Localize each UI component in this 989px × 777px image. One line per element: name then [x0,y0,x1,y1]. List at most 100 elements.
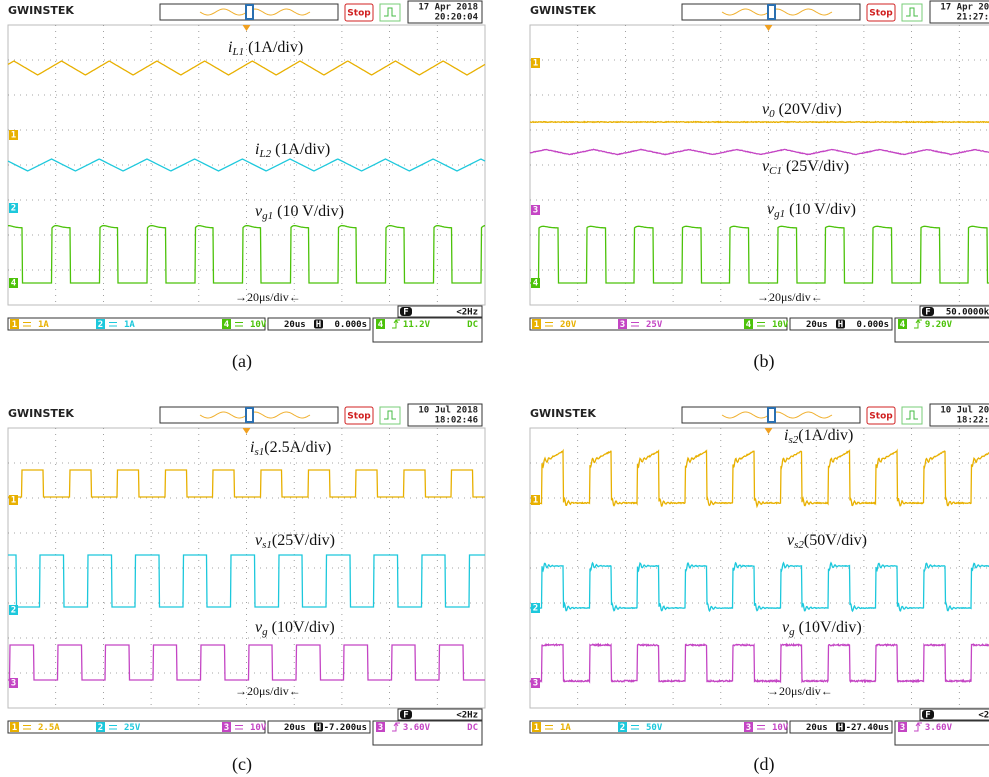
trigger-icon [380,4,400,21]
stop-status: Stop [347,412,371,422]
time: 21:27:03 [957,13,989,23]
channel-marker: 3 [11,679,16,689]
horizontal-icon: H [838,320,843,330]
channel-number: 1 [12,723,17,733]
channel-scale: 10V [772,723,789,733]
memory-window [768,408,775,422]
channel-scale: 20V [560,320,577,330]
scope-panel: GWINSTEKStop10 Jul 201818:02:46123is1(2.… [8,404,485,775]
label-subscript: s2 [788,434,798,446]
channel-scale: 10V [772,320,789,330]
date: 17 Apr 2018 [940,3,989,13]
scope-panel: GWINSTEK Stop 17 Apr 201821:27:03 1 3 4 v0 (20… [530,1,989,372]
channel-number: 2 [620,723,625,733]
channel-scale: 50V [646,723,663,733]
freq-icon: F [403,308,408,318]
caption: (b) [754,351,775,372]
horizontal-scale: 20us [284,723,306,733]
trigger-level: 11.2V [403,320,431,330]
brand: GWINSTEK [8,4,74,17]
caption: (a) [232,351,252,372]
label-scale: (10 V/div) [273,203,344,220]
horizontal-scale: 20us [284,320,306,330]
channel-marker: 1 [11,496,16,506]
channel-marker: 1 [533,496,538,506]
brand: GWINSTEK [530,407,596,420]
trigger-source: 3 [378,723,383,733]
label-scale: (20V/div) [775,101,842,118]
channel-scale: 2.5A [38,723,60,733]
stop-status: Stop [869,412,893,422]
label-subscript: s1 [254,446,264,458]
label-subscript: L1 [231,46,244,58]
frequency: 50.0000kHz [946,308,989,318]
time: 20:20:04 [435,13,479,23]
memory-window [768,5,775,19]
timebase-note: →20μs/div← [235,290,301,304]
label-subscript: C1 [769,165,782,177]
label-subscript: s2 [794,539,804,551]
channel-number: 2 [98,723,103,733]
trace [530,122,989,123]
time: 18:02:46 [435,416,478,426]
horizontal-position: 0.000s [334,320,367,330]
channel-marker: 3 [533,206,538,216]
trigger-source: 3 [900,723,905,733]
channel-scale: 25V [646,320,663,330]
channel-scale: 10V [250,320,267,330]
freq-icon: F [925,711,930,721]
horizontal-icon: H [838,723,843,733]
label-scale: (1A/div) [798,427,853,444]
frequency: <2Hz [456,308,478,318]
trigger-source: 4 [900,320,906,330]
label-scale: (1A/div) [244,39,303,56]
date: 17 Apr 2018 [418,3,478,13]
horizontal-icon: H [316,320,321,330]
frequency: <2Hz [456,711,478,721]
trigger-level: 9.20V [925,320,953,330]
label-subscript: g1 [774,208,785,220]
trigger-coupling: DC [467,320,478,330]
channel-number: 1 [12,320,17,330]
horizontal-position: -7.200us [324,723,367,733]
brand: GWINSTEK [8,407,74,420]
trigger-level: 3.60V [403,723,431,733]
channel-marker: 1 [11,131,16,141]
trigger-icon [902,4,922,21]
horizontal-position: -27.40us [846,723,889,733]
stop-status: Stop [347,9,371,19]
date: 10 Jul 2018 [418,406,478,416]
channel-scale: 25V [124,723,141,733]
channel-marker: 1 [533,59,538,69]
label-scale: (10 V/div) [785,201,856,218]
channel-number: 3 [224,723,229,733]
horizontal-position: 0.000s [856,320,889,330]
trigger-source: 4 [378,320,384,330]
trace-label: vg (10V/div) [782,619,862,638]
freq-icon: F [925,308,930,318]
horizontal-scale: 20us [806,320,828,330]
label-scale: (25V/div) [782,158,849,175]
stop-status: Stop [869,9,893,19]
time: 18:22:17 [957,416,989,426]
timebase-note: →20μs/div← [235,684,301,698]
channel-number: 1 [534,723,539,733]
trigger-icon [380,407,400,424]
timebase-note: →20μs/div← [757,290,823,304]
page: {"panels":[ {"brand":"GWINSTEK","status"… [0,0,989,777]
channel-marker: 4 [11,279,17,289]
channel-marker: 2 [11,606,16,616]
channel-marker: 2 [11,204,16,214]
channel-number: 4 [746,320,752,330]
scope-panel: GWINSTEKStop10 Jul 201818:22:17123is2(1A… [530,404,989,775]
label-scale: (1A/div) [271,141,330,158]
trigger-coupling: DC [467,723,478,733]
figure: GWINSTEKStop17 Apr 201820:20:04124iL1 (1… [0,0,989,777]
channel-number: 3 [746,723,751,733]
channel-marker: 4 [533,279,539,289]
channel-marker: 3 [533,679,538,689]
trace-label: v0 (20V/div) [762,101,842,120]
label-scale: (10V/div) [795,619,862,636]
label-scale: (10V/div) [268,619,335,636]
brand: GWINSTEK [530,4,596,17]
